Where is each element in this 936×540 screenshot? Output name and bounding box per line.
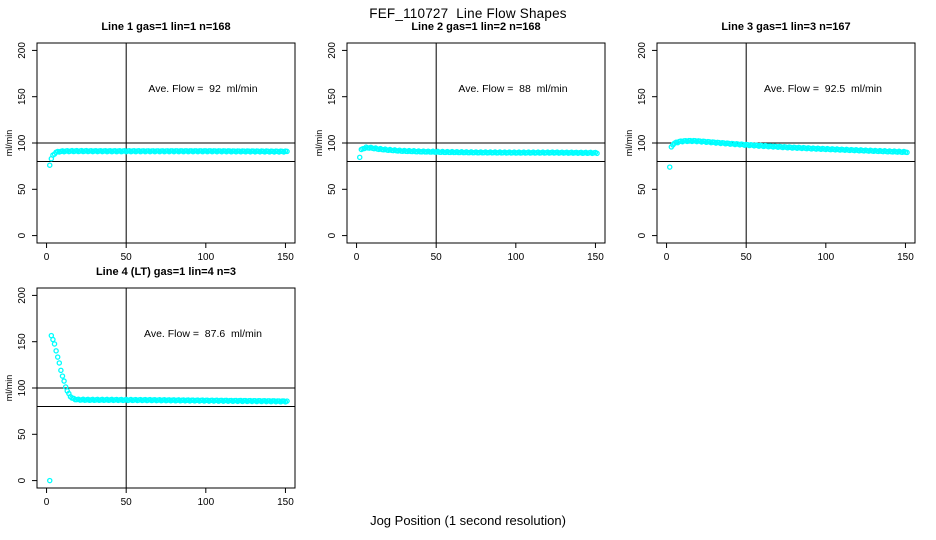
data-point (53, 348, 59, 354)
y-tick-label: 50 (17, 183, 28, 195)
y-tick-label: 200 (17, 42, 28, 59)
data-point (54, 354, 61, 360)
y-axis-label: ml/min (4, 375, 14, 402)
x-axis-label: Jog Position (1 second resolution) (370, 513, 566, 528)
y-tick-label: 0 (17, 477, 28, 483)
data-point (46, 477, 53, 484)
ave-flow-annotation-line1: Ave. Flow = 92 ml/min (148, 83, 258, 95)
y-tick-label: 0 (637, 232, 648, 238)
data-point (356, 154, 363, 161)
y-tick-label: 100 (327, 134, 338, 151)
y-tick-label: 150 (327, 88, 338, 105)
subplot-line1: 0 50 100 150 0 50 100 150 200 ml/min Line 1 gas=1… (3, 21, 299, 265)
data-point (58, 367, 64, 374)
x-tick-label: 100 (507, 252, 524, 263)
data-point (594, 150, 600, 157)
x-tick-label: 100 (197, 252, 214, 263)
figure-title: FEF_110727 Line Flow Shapes (369, 6, 567, 21)
plot-canvas-line2: 0 50 100 150 0 50 100 150 200 ml/min (314, 42, 606, 263)
subplot-line4: 0 50 100 150 0 50 100 150 200 ml/min Line 4 (LT) … (3, 266, 299, 510)
x-tick-label: 50 (121, 497, 133, 508)
x-tick-label: 50 (741, 252, 753, 263)
y-tick-label: 200 (637, 42, 648, 59)
x-tick-label: 100 (817, 252, 834, 263)
subplot-title-line2: Line 2 gas=1 lin=2 n=168 (411, 21, 541, 33)
y-tick-label: 150 (17, 333, 28, 350)
plot-canvas-line1: 0 50 100 150 0 50 100 150 200 ml/min (4, 42, 296, 263)
x-tick-label: 0 (354, 252, 360, 263)
ave-flow-annotation-line4: Ave. Flow = 87.6 ml/min (144, 328, 262, 340)
subplot-title-line3: Line 3 gas=1 lin=3 n=167 (721, 21, 851, 33)
y-tick-label: 200 (327, 42, 338, 59)
y-axis-label: ml/min (314, 130, 324, 157)
y-tick-label: 200 (17, 287, 28, 304)
y-tick-label: 100 (17, 379, 28, 396)
ave-flow-annotation-line3: Ave. Flow = 92.5 ml/min (764, 83, 882, 95)
x-tick-label: 0 (664, 252, 670, 263)
data-point (284, 398, 290, 404)
x-tick-label: 50 (121, 252, 133, 263)
x-tick-label: 0 (44, 497, 50, 508)
y-axis-label: ml/min (624, 130, 634, 157)
y-tick-label: 50 (637, 183, 648, 195)
x-tick-label: 150 (587, 252, 604, 263)
x-tick-label: 100 (197, 497, 214, 508)
y-tick-label: 0 (17, 232, 28, 238)
y-tick-label: 0 (327, 232, 338, 238)
plot-canvas-line4: 0 50 100 150 0 50 100 150 200 ml/min (4, 287, 296, 508)
data-point (46, 162, 53, 168)
y-axis-label: ml/min (4, 130, 14, 157)
plot-canvas-line3: 0 50 100 150 0 50 100 150 200 ml/min (624, 42, 916, 263)
x-tick-label: 150 (277, 252, 294, 263)
data-point (56, 360, 63, 366)
y-tick-label: 100 (17, 134, 28, 151)
data-point (904, 149, 910, 156)
subplot-title-line4: Line 4 (LT) gas=1 lin=4 n=3 (95, 266, 237, 278)
y-tick-label: 100 (637, 134, 648, 151)
subplot-line3: 0 50 100 150 0 50 100 150 200 ml/min Line 3 gas=1… (623, 21, 919, 265)
data-point (61, 378, 67, 384)
data-point (59, 373, 66, 379)
subplot-line2: 0 50 100 150 0 50 100 150 200 ml/min Line 2 gas=1… (313, 21, 609, 265)
x-tick-label: 50 (431, 252, 443, 263)
data-point (284, 148, 290, 155)
data-point (51, 341, 58, 347)
ave-flow-annotation-line2: Ave. Flow = 88 ml/min (458, 83, 568, 95)
y-tick-label: 150 (17, 88, 28, 105)
y-tick-label: 150 (637, 88, 648, 105)
x-tick-label: 0 (44, 252, 50, 263)
y-tick-label: 50 (327, 183, 338, 195)
y-tick-label: 50 (17, 428, 28, 440)
data-point (50, 336, 56, 343)
x-tick-label: 150 (897, 252, 914, 263)
subplot-title-line1: Line 1 gas=1 lin=1 n=168 (101, 21, 231, 33)
x-tick-label: 150 (277, 497, 294, 508)
data-point (666, 164, 673, 170)
